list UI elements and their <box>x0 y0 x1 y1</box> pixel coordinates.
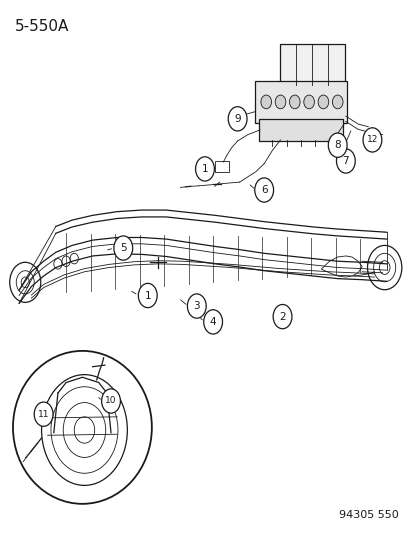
Circle shape <box>273 304 291 329</box>
Text: 1: 1 <box>201 164 208 174</box>
FancyBboxPatch shape <box>279 44 344 86</box>
Circle shape <box>254 178 273 202</box>
Text: 2: 2 <box>279 312 285 321</box>
Circle shape <box>275 95 285 109</box>
Circle shape <box>289 95 299 109</box>
FancyBboxPatch shape <box>259 119 342 141</box>
Circle shape <box>228 107 247 131</box>
Text: 12: 12 <box>366 135 377 144</box>
Circle shape <box>101 389 120 413</box>
Circle shape <box>34 402 53 426</box>
Text: 9: 9 <box>234 114 240 124</box>
Circle shape <box>303 95 313 109</box>
Text: 6: 6 <box>260 185 267 195</box>
Text: 11: 11 <box>38 410 49 419</box>
Circle shape <box>362 128 381 152</box>
Circle shape <box>195 157 214 181</box>
Circle shape <box>203 310 222 334</box>
Text: 5: 5 <box>120 243 126 253</box>
Text: 5-550A: 5-550A <box>15 19 69 34</box>
Circle shape <box>336 149 354 173</box>
Circle shape <box>114 236 132 260</box>
Ellipse shape <box>13 351 152 504</box>
Circle shape <box>317 95 328 109</box>
Circle shape <box>332 95 342 109</box>
Text: 94305 550: 94305 550 <box>338 510 398 520</box>
FancyBboxPatch shape <box>254 81 346 123</box>
Text: 4: 4 <box>209 317 216 327</box>
Text: 3: 3 <box>193 301 199 311</box>
Text: 7: 7 <box>342 156 348 166</box>
Circle shape <box>187 294 206 318</box>
Circle shape <box>328 133 346 157</box>
Text: 10: 10 <box>105 397 116 406</box>
Circle shape <box>260 95 271 109</box>
Circle shape <box>138 284 157 308</box>
Text: 8: 8 <box>334 140 340 150</box>
Text: 1: 1 <box>144 290 151 301</box>
